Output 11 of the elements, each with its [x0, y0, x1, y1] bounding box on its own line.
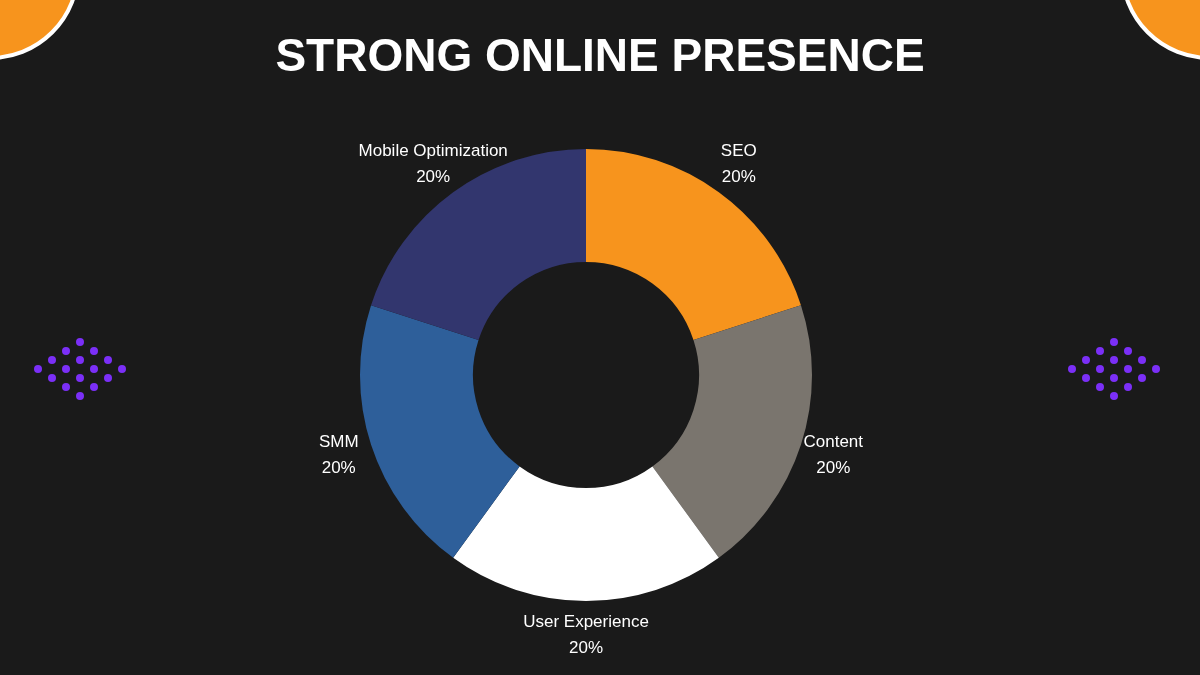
data-label: 20% — [568, 637, 604, 657]
data-label: 20% — [321, 458, 356, 478]
data-label: 20% — [816, 458, 851, 478]
data-label: 20% — [721, 167, 756, 187]
slice-label: SMM — [318, 432, 359, 452]
slice-label: SEO — [720, 141, 757, 161]
slice-label: Mobile Optimization — [358, 141, 508, 161]
data-label: 20% — [416, 167, 451, 187]
slice-label: Content — [803, 432, 864, 452]
chart-title: STRONG ONLINE PRESENCE — [274, 28, 926, 82]
slice-label: User Experience — [523, 611, 649, 631]
